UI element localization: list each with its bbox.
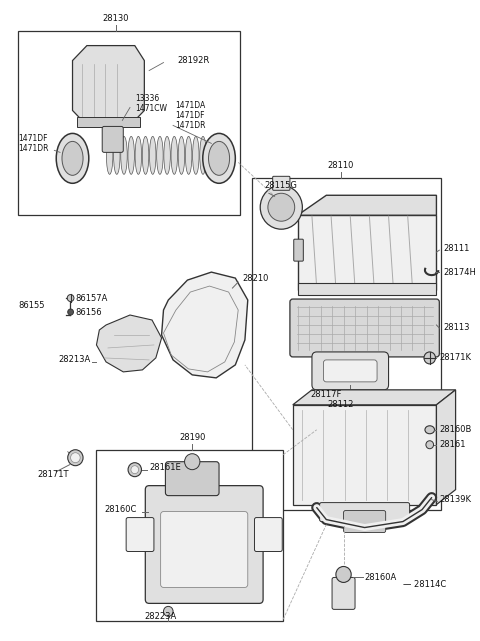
FancyBboxPatch shape bbox=[145, 486, 263, 603]
Ellipse shape bbox=[149, 137, 156, 174]
Text: 86155: 86155 bbox=[18, 301, 45, 310]
Polygon shape bbox=[298, 196, 436, 215]
Ellipse shape bbox=[203, 133, 235, 183]
Circle shape bbox=[260, 185, 302, 229]
Ellipse shape bbox=[171, 137, 178, 174]
FancyBboxPatch shape bbox=[102, 126, 123, 153]
Ellipse shape bbox=[156, 137, 163, 174]
Ellipse shape bbox=[142, 137, 149, 174]
Text: 28110: 28110 bbox=[327, 162, 354, 171]
Bar bbox=[96, 450, 283, 621]
Ellipse shape bbox=[121, 137, 127, 174]
Polygon shape bbox=[293, 390, 456, 405]
Polygon shape bbox=[96, 315, 162, 372]
FancyBboxPatch shape bbox=[161, 512, 248, 587]
Circle shape bbox=[424, 352, 435, 364]
Text: 28213A: 28213A bbox=[58, 355, 90, 365]
Text: 28223A: 28223A bbox=[144, 612, 177, 621]
FancyBboxPatch shape bbox=[254, 517, 282, 551]
Bar bbox=[77, 117, 140, 128]
Text: 28161: 28161 bbox=[439, 440, 466, 449]
Polygon shape bbox=[162, 272, 248, 378]
FancyBboxPatch shape bbox=[166, 462, 219, 495]
Text: 1471DF
1471DR: 1471DF 1471DR bbox=[18, 134, 48, 153]
Bar bbox=[252, 178, 441, 510]
Text: 28115G: 28115G bbox=[264, 181, 297, 190]
Circle shape bbox=[68, 309, 73, 315]
Bar bbox=[293, 405, 436, 504]
FancyBboxPatch shape bbox=[344, 511, 386, 533]
FancyBboxPatch shape bbox=[290, 299, 439, 357]
Circle shape bbox=[426, 441, 433, 449]
Text: 86157A: 86157A bbox=[75, 294, 108, 303]
Text: 28130: 28130 bbox=[102, 13, 129, 22]
FancyBboxPatch shape bbox=[320, 503, 409, 522]
Ellipse shape bbox=[62, 142, 83, 176]
Ellipse shape bbox=[164, 137, 170, 174]
Text: 13336
1471CW: 13336 1471CW bbox=[135, 94, 167, 113]
Text: 28139K: 28139K bbox=[439, 495, 471, 504]
Bar bbox=[298, 283, 436, 295]
Text: — 28114C: — 28114C bbox=[403, 580, 446, 589]
Circle shape bbox=[67, 295, 74, 301]
Circle shape bbox=[268, 194, 295, 221]
Bar bbox=[18, 31, 240, 215]
Ellipse shape bbox=[185, 137, 192, 174]
Text: 28192R: 28192R bbox=[178, 56, 210, 65]
Text: 28160A: 28160A bbox=[365, 573, 397, 582]
Circle shape bbox=[68, 450, 83, 465]
Ellipse shape bbox=[56, 133, 89, 183]
FancyBboxPatch shape bbox=[126, 517, 154, 551]
Ellipse shape bbox=[128, 137, 134, 174]
Ellipse shape bbox=[208, 142, 229, 176]
FancyBboxPatch shape bbox=[273, 176, 290, 190]
Text: 28160B: 28160B bbox=[439, 425, 472, 434]
Text: 86156: 86156 bbox=[75, 308, 102, 317]
Text: 28113: 28113 bbox=[443, 324, 469, 333]
Circle shape bbox=[164, 606, 173, 617]
Circle shape bbox=[128, 463, 142, 477]
FancyBboxPatch shape bbox=[312, 352, 388, 390]
Polygon shape bbox=[436, 390, 456, 504]
Ellipse shape bbox=[192, 137, 199, 174]
Polygon shape bbox=[298, 215, 436, 290]
FancyBboxPatch shape bbox=[332, 578, 355, 610]
FancyBboxPatch shape bbox=[324, 360, 377, 382]
Polygon shape bbox=[72, 46, 144, 126]
FancyBboxPatch shape bbox=[294, 239, 303, 261]
Text: 28112: 28112 bbox=[327, 400, 354, 409]
Circle shape bbox=[71, 453, 80, 463]
Text: 28190: 28190 bbox=[179, 433, 205, 442]
Text: 28171K: 28171K bbox=[439, 353, 471, 362]
Text: 28160C: 28160C bbox=[104, 505, 136, 514]
Ellipse shape bbox=[425, 426, 434, 434]
Ellipse shape bbox=[114, 137, 120, 174]
Text: 28174H: 28174H bbox=[443, 267, 476, 277]
Text: 28210: 28210 bbox=[242, 274, 268, 283]
Text: 28117F: 28117F bbox=[311, 390, 342, 399]
Text: 28171T: 28171T bbox=[37, 470, 69, 479]
Text: 28111: 28111 bbox=[443, 244, 469, 253]
Ellipse shape bbox=[107, 137, 113, 174]
Ellipse shape bbox=[135, 137, 142, 174]
Circle shape bbox=[131, 465, 139, 474]
Ellipse shape bbox=[178, 137, 185, 174]
Circle shape bbox=[185, 454, 200, 470]
Text: 1471DA
1471DF
1471DR: 1471DA 1471DF 1471DR bbox=[175, 101, 205, 130]
Circle shape bbox=[336, 567, 351, 583]
Ellipse shape bbox=[200, 137, 206, 174]
Text: 28161E: 28161E bbox=[149, 463, 181, 472]
